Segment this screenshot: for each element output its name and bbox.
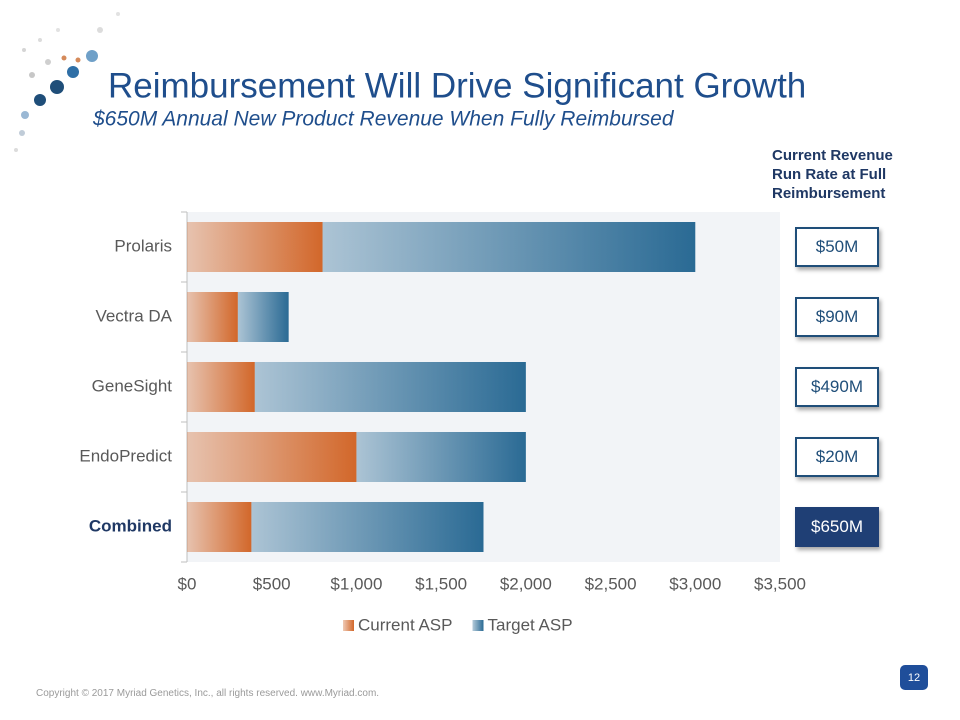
- bar-segment: [237, 292, 289, 342]
- x-tick-label: $3,000: [669, 574, 721, 593]
- subtitle: $650M Annual New Product Revenue When Fu…: [92, 108, 675, 131]
- bar-segment: [254, 362, 526, 412]
- legend-swatch: [472, 620, 484, 631]
- run-rate-box: $50M: [795, 227, 879, 267]
- y-tick-label: Combined: [89, 516, 172, 535]
- title: Reimbursement Will Drive Significant Gro…: [108, 66, 806, 105]
- legend-swatch: [343, 620, 354, 631]
- y-tick-label: EndoPredict: [79, 446, 172, 465]
- x-tick-label: $3,500: [754, 574, 806, 593]
- x-tick-label: $1,000: [330, 574, 382, 593]
- bar-segment: [251, 502, 484, 552]
- bar-segment: [322, 222, 696, 272]
- run-rate-box: $90M: [795, 297, 879, 337]
- y-tick-label: Prolaris: [114, 236, 172, 255]
- y-tick-label: GeneSight: [92, 376, 173, 395]
- run-rate-box: $650M: [795, 507, 879, 547]
- x-tick-label: $500: [253, 574, 291, 593]
- bar-segment: [187, 432, 357, 482]
- bar-segment: [187, 502, 252, 552]
- legend-label: Target ASP: [488, 615, 573, 634]
- x-tick-label: $0: [178, 574, 197, 593]
- bar-segment: [356, 432, 526, 482]
- x-tick-label: $2,500: [585, 574, 637, 593]
- bar-segment: [187, 222, 323, 272]
- bar-segment: [187, 292, 238, 342]
- side-header: Current Revenue Run Rate at Full Reimbur…: [772, 147, 893, 202]
- x-tick-label: $1,500: [415, 574, 467, 593]
- bar-segment: [187, 362, 255, 412]
- run-rate-box: $490M: [795, 367, 879, 407]
- legend-label: Current ASP: [358, 615, 453, 634]
- run-rate-box: $20M: [795, 437, 879, 477]
- footer: Copyright © 2017 Myriad Genetics, Inc., …: [36, 688, 380, 699]
- page-number: 12: [900, 665, 928, 690]
- decor-dots: [14, 12, 120, 152]
- x-tick-label: $2,000: [500, 574, 552, 593]
- y-tick-label: Vectra DA: [95, 306, 172, 325]
